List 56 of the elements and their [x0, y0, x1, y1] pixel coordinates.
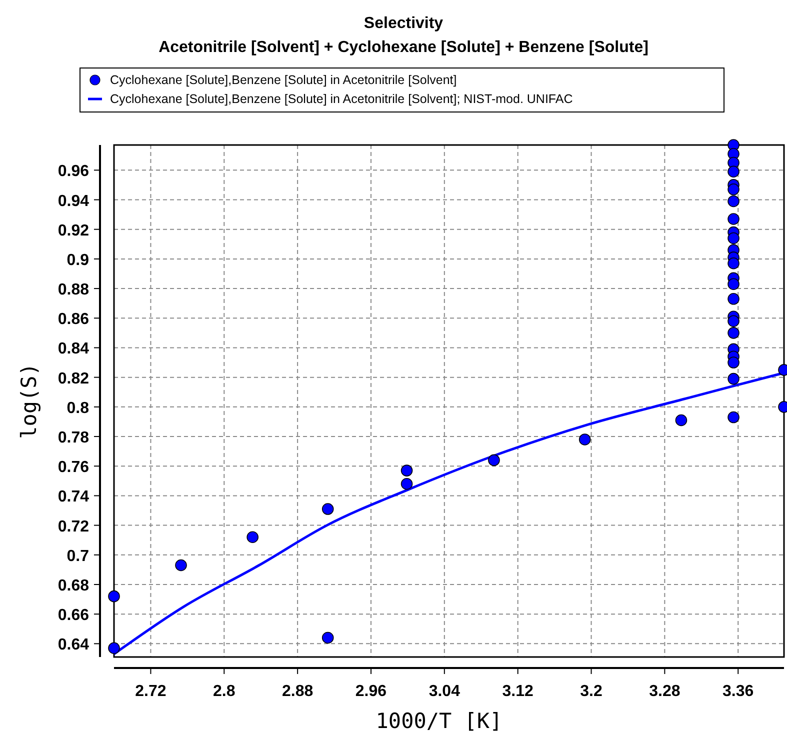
y-tick-label: 0.84 — [58, 340, 90, 358]
y-tick-label: 0.9 — [66, 252, 90, 269]
x-tick-label: 2.72 — [135, 683, 166, 700]
legend-label: Cyclohexane [Solute],Benzene [Solute] in Acetonitrile [Solvent] — [110, 73, 457, 87]
point — [246, 531, 258, 544]
x-axis-title: 1000/T [K] — [376, 709, 502, 733]
chart-subtitle: Acetonitrile [Solvent] + Cyclohexane [Solute] + Benzene [Solute] — [158, 39, 648, 56]
x-tick-label: 3.2 — [580, 683, 602, 700]
point — [728, 213, 740, 225]
y-tick-label: 0.96 — [58, 163, 90, 180]
point — [728, 278, 740, 290]
point — [728, 195, 740, 208]
x-tick-label: 2.8 — [213, 683, 236, 700]
y-tick-label: 0.82 — [58, 370, 90, 388]
y-axis-title: log(S) — [17, 363, 41, 439]
legend-label: Cyclohexane [Solute],Benzene [Solute] in Acetonitrile [Solvent]; NIST-mod. UNIFAC — [110, 92, 573, 106]
point — [578, 434, 591, 446]
y-tick-label: 0.74 — [58, 488, 90, 506]
point — [175, 559, 187, 572]
point — [322, 632, 334, 644]
y-tick-label: 0.64 — [58, 636, 90, 654]
point — [488, 454, 500, 466]
point — [728, 183, 740, 196]
point — [675, 414, 688, 426]
point — [322, 503, 334, 515]
x-tick-label: 3.04 — [428, 683, 460, 700]
y-tick-label: 0.88 — [58, 282, 90, 299]
point — [400, 478, 413, 490]
x-tick-label: 2.96 — [355, 683, 387, 700]
y-tick-label: 0.78 — [58, 430, 90, 447]
y-tick-label: 0.66 — [58, 607, 90, 624]
x-tick-label: 3.36 — [722, 683, 754, 700]
point — [728, 166, 740, 178]
point — [728, 356, 740, 368]
x-tick-label: 3.12 — [502, 683, 534, 700]
point — [108, 590, 120, 602]
point — [728, 232, 740, 244]
y-tick-label: 0.8 — [66, 400, 90, 417]
point — [400, 464, 413, 476]
point — [728, 327, 740, 339]
y-tick-label: 0.72 — [58, 518, 90, 536]
y-tick-label: 0.86 — [58, 311, 90, 328]
point — [728, 257, 740, 270]
y-tick-label: 0.92 — [58, 222, 90, 240]
x-tick-label: 2.88 — [282, 683, 314, 700]
point — [728, 411, 740, 424]
point — [728, 372, 740, 385]
x-tick-label: 3.28 — [649, 683, 680, 700]
y-tick-label: 0.76 — [58, 459, 90, 476]
point — [108, 642, 120, 654]
chart-title: Selectivity — [364, 15, 444, 32]
point — [728, 292, 740, 305]
y-tick-label: 0.7 — [66, 548, 90, 565]
y-tick-label: 0.94 — [58, 192, 90, 210]
point — [728, 315, 740, 327]
y-tick-label: 0.68 — [58, 577, 90, 594]
